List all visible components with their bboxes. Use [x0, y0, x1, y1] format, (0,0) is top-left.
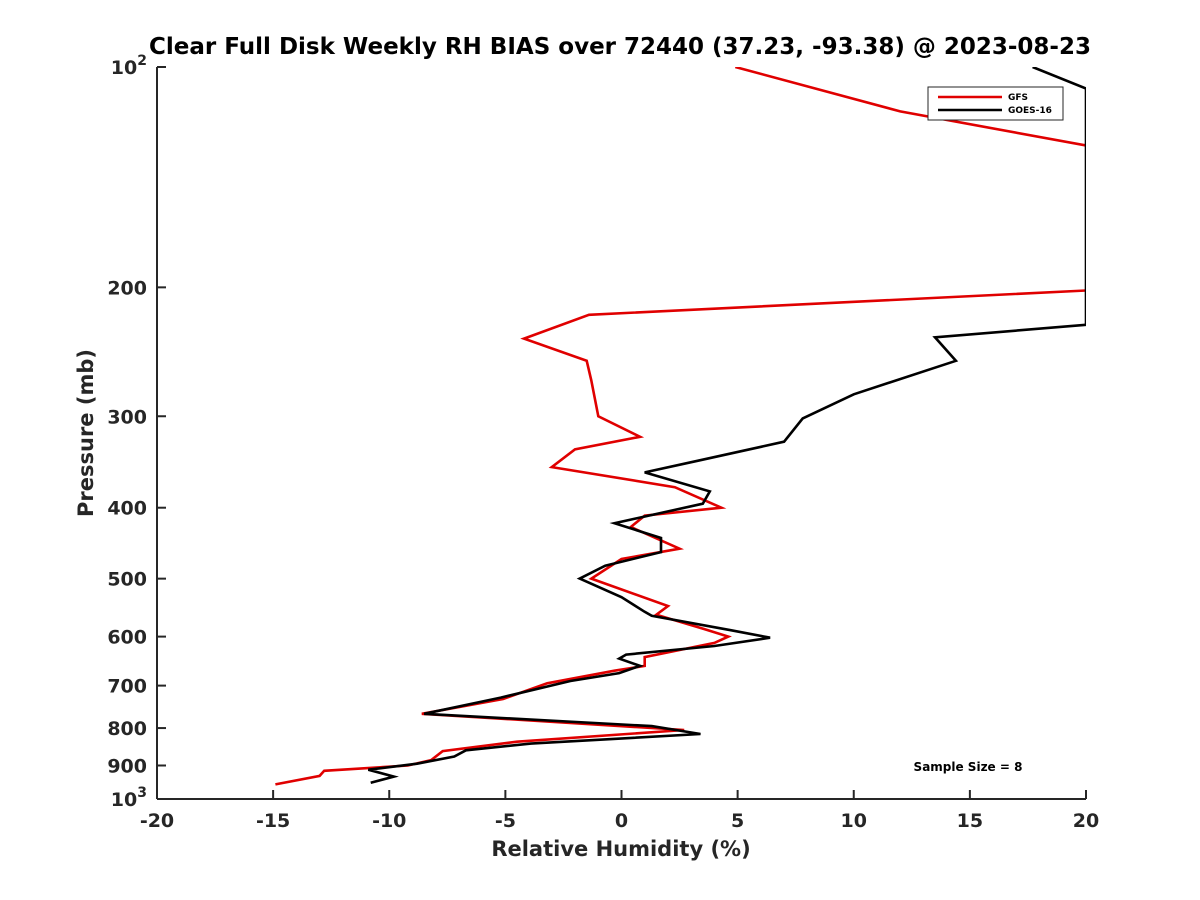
axes-layer — [156, 67, 1086, 800]
y-tick-layer: 102 200 300 400 500 600 700 800 900 103 — [107, 53, 166, 811]
legend-label-goes16: GOES-16 — [1008, 106, 1052, 116]
legend-box — [927, 86, 1064, 121]
y-tick-label: 800 — [107, 718, 147, 740]
x-tick-label: 15 — [957, 810, 983, 832]
legend: GFS GOES-16 — [927, 86, 1064, 121]
series-layer — [275, 67, 1086, 786]
x-tick-label: -5 — [495, 810, 516, 832]
x-tick-label: -20 — [140, 810, 174, 832]
legend-label-gfs: GFS — [1008, 93, 1028, 103]
y-tick-label: 500 — [107, 569, 147, 591]
y-tick-label: 102 — [111, 53, 147, 79]
x-tick-label: 20 — [1073, 810, 1099, 832]
y-axis-label: Pressure (mb) — [74, 349, 98, 517]
y-tick-label: 103 — [111, 785, 147, 811]
x-tick-layer: -20 -15 -10 -5 0 5 10 15 20 — [140, 790, 1099, 832]
y-tick-label: 700 — [107, 676, 147, 698]
x-tick-label: 10 — [841, 810, 867, 832]
x-tick-label: -10 — [372, 810, 406, 832]
y-tick-label: 200 — [107, 277, 147, 299]
y-tick-label: 300 — [107, 406, 147, 428]
y-tick-label: 400 — [107, 498, 147, 520]
x-tick-label: 5 — [731, 810, 744, 832]
x-tick-label: -15 — [256, 810, 290, 832]
x-tick-label: 0 — [615, 810, 628, 832]
series-line-goes-16 — [367, 67, 1086, 784]
chart-title: Clear Full Disk Weekly RH BIAS over 7244… — [149, 34, 1091, 60]
y-tick-label: 900 — [107, 756, 147, 778]
x-axis-label: Relative Humidity (%) — [491, 837, 750, 861]
series-line-gfs — [275, 67, 1086, 786]
sample-size-annotation: Sample Size = 8 — [914, 760, 1023, 774]
y-tick-label: 600 — [107, 627, 147, 649]
